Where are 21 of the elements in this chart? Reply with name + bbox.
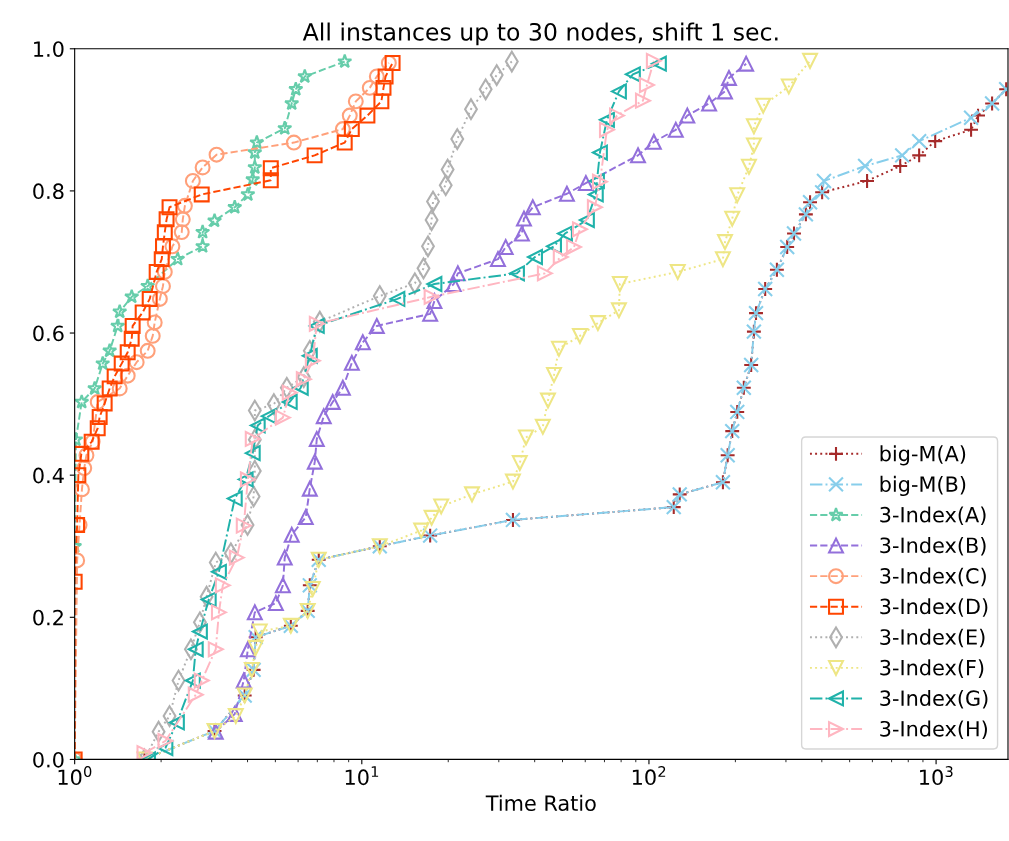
chart-title: All instances up to 30 nodes, shift 1 sec.: [302, 22, 778, 46]
y-tick-label: 0.6: [33, 325, 64, 342]
legend-label: big-M(B): [880, 475, 966, 497]
x-tick-label: 10$^{1}$: [345, 766, 379, 786]
y-tick-label: 0.2: [33, 609, 63, 626]
x-axis-title: Time Ratio: [485, 794, 596, 811]
legend-label: 3-Index(H): [880, 720, 987, 740]
legend-label: 3-Index(C): [880, 567, 986, 587]
x-tick-label: 10$^{2}$: [632, 766, 666, 786]
legend-label: 3-Index(B): [880, 537, 986, 556]
legend-label: 3-Index(F): [880, 659, 984, 678]
y-tick-label: 0.8: [33, 183, 64, 200]
y-tick-label: 0.0: [33, 751, 64, 768]
legend-label: 3-Index(A): [880, 506, 986, 526]
legend-label: 3-Index(E): [880, 628, 985, 648]
legend-label: 3-Index(G): [880, 689, 988, 709]
y-tick-label: 0.4: [33, 467, 64, 484]
legend-label: big-M(A): [880, 445, 966, 466]
legend-label: 3-Index(D): [880, 598, 988, 617]
x-tick-label: 10$^{3}$: [920, 766, 953, 786]
y-tick-label: 1.0: [34, 41, 64, 57]
